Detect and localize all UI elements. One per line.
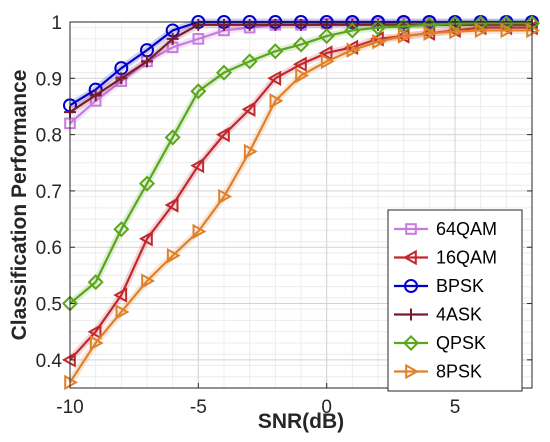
- x-tick-label: -10: [56, 397, 83, 418]
- y-tick-label: 0.7: [36, 182, 62, 203]
- legend-label: BPSK: [436, 276, 484, 296]
- x-tick-label: -5: [190, 397, 207, 418]
- data-point: [89, 335, 104, 351]
- legend-label: 4ASK: [436, 305, 482, 325]
- legend-marker: [405, 363, 420, 380]
- legend-item-8PSK: 8PSK: [394, 362, 482, 382]
- data-point: [292, 56, 307, 72]
- x-tick-label: 5: [450, 397, 461, 418]
- data-point: [190, 157, 205, 174]
- data-point: [397, 28, 412, 44]
- data-point: [138, 231, 153, 247]
- data-point: [190, 83, 207, 100]
- data-point: [369, 19, 387, 36]
- x-tick-label: 0: [321, 397, 332, 418]
- legend-item-BPSK: BPSK: [394, 276, 484, 296]
- data-point: [89, 89, 102, 102]
- legend-marker: [402, 249, 417, 266]
- data-point: [344, 22, 361, 39]
- data-point: [141, 55, 153, 68]
- data-point: [423, 25, 438, 41]
- data-point: [421, 16, 438, 33]
- data-point: [113, 287, 128, 303]
- data-point: [449, 23, 464, 40]
- data-point: [138, 175, 156, 192]
- data-point: [500, 22, 515, 39]
- data-point: [267, 70, 282, 87]
- data-point: [318, 45, 333, 61]
- series-line: [69, 29, 532, 383]
- y-tick-label: 0.6: [36, 238, 62, 259]
- y-axis-label: Classification Performance: [8, 70, 31, 341]
- data-point: [115, 72, 128, 85]
- data-point: [346, 42, 361, 58]
- data-point: [218, 188, 233, 205]
- data-point: [292, 36, 310, 53]
- data-point: [241, 53, 258, 70]
- data-point: [141, 273, 156, 289]
- data-point: [267, 43, 284, 60]
- data-point: [166, 247, 181, 264]
- legend-item-QPSK: QPSK: [394, 333, 486, 353]
- data-point: [269, 93, 284, 109]
- legend-label: QPSK: [436, 333, 486, 353]
- legend-item-64QAM: 64QAM: [394, 219, 497, 239]
- data-point: [192, 223, 207, 240]
- data-point: [192, 33, 205, 45]
- data-point: [295, 67, 310, 84]
- data-point: [269, 18, 282, 31]
- data-point: [215, 126, 230, 143]
- data-point: [87, 323, 102, 340]
- data-point: [218, 18, 230, 31]
- y-tick-label: 0.9: [36, 69, 62, 90]
- data-point: [320, 53, 335, 70]
- data-point: [243, 143, 258, 160]
- legend-marker: [402, 334, 420, 352]
- data-point: [526, 22, 541, 39]
- legend-item-4ASK: 4ASK: [394, 305, 482, 325]
- data-point: [87, 274, 104, 291]
- data-point: [113, 221, 130, 238]
- legend-marker: [405, 308, 417, 321]
- legend-box: [387, 209, 523, 392]
- legend-item-16QAM: 16QAM: [394, 248, 497, 268]
- plot-frame: [69, 21, 533, 389]
- data-point: [372, 34, 387, 50]
- legend-marker: [404, 279, 418, 293]
- data-point: [241, 101, 256, 117]
- x-axis-label: SNR(dB): [258, 410, 344, 433]
- legend-label: 16QAM: [436, 248, 497, 268]
- data-point: [295, 18, 307, 31]
- y-tick-label: 0.8: [36, 126, 62, 147]
- data-point: [243, 18, 256, 31]
- tick-labels: -10 -5 0 5 0.4 0.5 0.6 0.7 0.8 0.9 1: [36, 13, 532, 418]
- data-point: [164, 129, 181, 146]
- legend-label: 64QAM: [436, 219, 497, 239]
- data-point: [115, 304, 130, 320]
- y-tick-label: 0.4: [36, 351, 63, 372]
- y-tick-label: 0.5: [36, 295, 62, 316]
- data-point: [474, 22, 489, 39]
- data-point: [64, 374, 79, 391]
- legend: 64QAM 16QAM BPSK 4ASK QPSK 8PSK: [387, 209, 523, 392]
- data-point: [166, 32, 179, 45]
- legend-label: 8PSK: [436, 362, 482, 382]
- data-point: [318, 28, 335, 45]
- legend-marker: [405, 223, 417, 235]
- data-point: [164, 197, 179, 213]
- y-tick-label: 1: [51, 13, 62, 34]
- data-point: [215, 64, 233, 81]
- series-8PSK: [64, 22, 541, 391]
- data-point: [446, 15, 464, 32]
